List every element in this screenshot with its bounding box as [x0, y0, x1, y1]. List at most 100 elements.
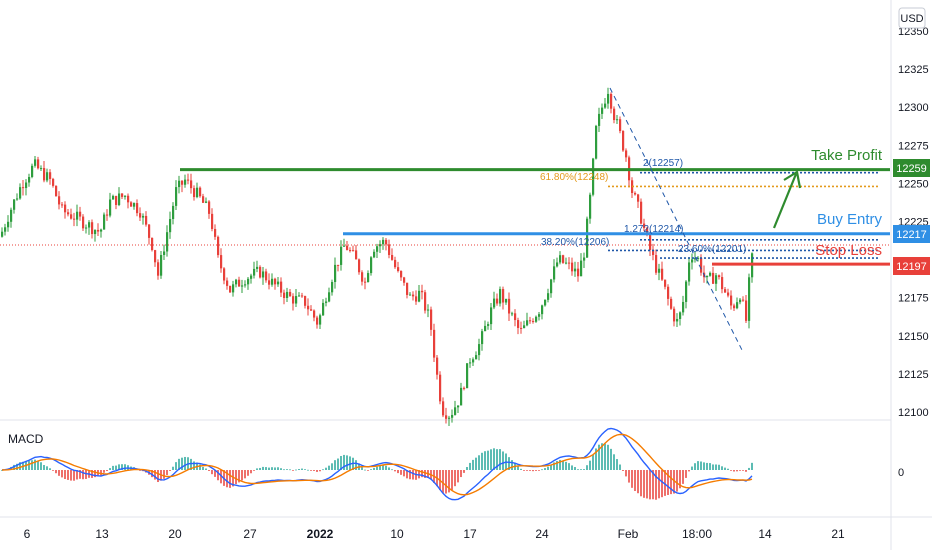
candle: [214, 224, 217, 240]
candle: [16, 193, 19, 201]
candle: [178, 175, 181, 194]
macd-histogram-bar: [496, 449, 498, 470]
macd-histogram-bar: [208, 470, 210, 471]
x-tick-label: Feb: [618, 527, 639, 541]
candle: [724, 287, 727, 293]
x-tick-label: 13: [95, 527, 109, 541]
candle: [553, 259, 556, 283]
candle: [61, 201, 64, 208]
candle: [154, 249, 157, 267]
candle: [544, 299, 547, 307]
candle: [547, 288, 550, 303]
macd-histogram-bar: [301, 468, 303, 470]
candle: [268, 273, 271, 290]
candle: [364, 277, 367, 290]
candle: [70, 208, 73, 220]
macd-histogram-bar: [394, 470, 396, 472]
candle: [151, 237, 154, 252]
macd-histogram-bar: [178, 458, 180, 470]
macd-histogram-bar: [304, 469, 306, 470]
candle: [103, 212, 106, 230]
candle: [493, 291, 496, 310]
candle: [97, 223, 100, 237]
candle: [262, 266, 265, 285]
candle: [568, 257, 571, 270]
candle: [208, 200, 211, 219]
candle: [589, 192, 592, 224]
candle: [58, 191, 61, 210]
macd-histogram-bar: [106, 470, 108, 472]
candle: [529, 316, 532, 324]
candle: [664, 279, 667, 290]
buy-entry-label: Buy Entry: [817, 211, 883, 228]
candle: [745, 295, 748, 323]
candle: [439, 371, 442, 405]
macd-histogram-bar: [466, 467, 468, 470]
candle: [472, 357, 475, 367]
candle: [187, 173, 190, 185]
macd-histogram-bar: [229, 470, 231, 488]
macd-histogram-bar: [16, 463, 18, 470]
candle: [421, 284, 424, 300]
fib-label-23-6: 23.60%(12201): [678, 244, 746, 255]
macd-histogram-bar: [748, 467, 750, 470]
candle: [460, 382, 463, 406]
candle: [124, 195, 127, 200]
currency-badge[interactable]: USD: [898, 7, 926, 29]
candle: [130, 201, 133, 207]
candle: [511, 311, 514, 317]
macd-histogram-bar: [253, 470, 255, 471]
macd-histogram-bar: [157, 470, 159, 483]
macd-histogram-bar: [307, 469, 309, 471]
macd-histogram-bar: [412, 470, 414, 480]
y-tick-label: 12275: [898, 140, 929, 152]
macd-histogram-bar: [739, 470, 741, 471]
candle: [79, 206, 82, 221]
candle: [94, 229, 97, 242]
candle: [385, 237, 388, 251]
macd-histogram-bar: [526, 470, 528, 471]
macd-histogram-bar: [709, 463, 711, 470]
candle: [496, 293, 499, 306]
candle: [634, 191, 637, 196]
candle: [592, 157, 595, 197]
macd-histogram-bar: [445, 470, 447, 494]
macd-label: MACD: [8, 432, 44, 446]
macd-histogram-bar: [676, 470, 678, 492]
candle: [292, 293, 295, 311]
macd-histogram-bar: [631, 470, 633, 488]
stop-loss-badge: 12197: [893, 257, 930, 275]
candle: [451, 409, 454, 423]
macd-histogram-bar: [76, 470, 78, 480]
candle: [457, 405, 460, 414]
candle: [22, 179, 25, 196]
macd-histogram-bar: [679, 470, 681, 489]
macd-histogram-bar: [322, 469, 324, 471]
macd-histogram-bar: [472, 459, 474, 470]
candle: [31, 163, 34, 179]
candle: [259, 265, 262, 279]
macd-histogram-bar: [550, 464, 552, 470]
macd-histogram-bar: [421, 470, 423, 478]
macd-histogram-bar: [688, 470, 690, 472]
macd-histogram-bar: [721, 466, 723, 470]
macd-histogram-bar: [214, 470, 216, 477]
candle: [562, 254, 565, 264]
candle: [667, 284, 670, 306]
macd-histogram-bar: [193, 461, 195, 470]
candle: [709, 271, 712, 277]
macd-histogram-bar: [607, 444, 609, 470]
candle: [526, 312, 529, 327]
candle: [397, 261, 400, 273]
macd-histogram-bar: [643, 470, 645, 498]
macd-histogram-bar: [52, 470, 54, 471]
macd-histogram-bar: [121, 464, 123, 470]
candle: [244, 280, 247, 288]
macd-histogram-bar: [199, 464, 201, 470]
macd-histogram-bar: [205, 468, 207, 470]
macd-histogram-bar: [727, 468, 729, 470]
candle: [37, 156, 40, 170]
macd-histogram-bar: [523, 470, 525, 471]
candle: [673, 306, 676, 327]
